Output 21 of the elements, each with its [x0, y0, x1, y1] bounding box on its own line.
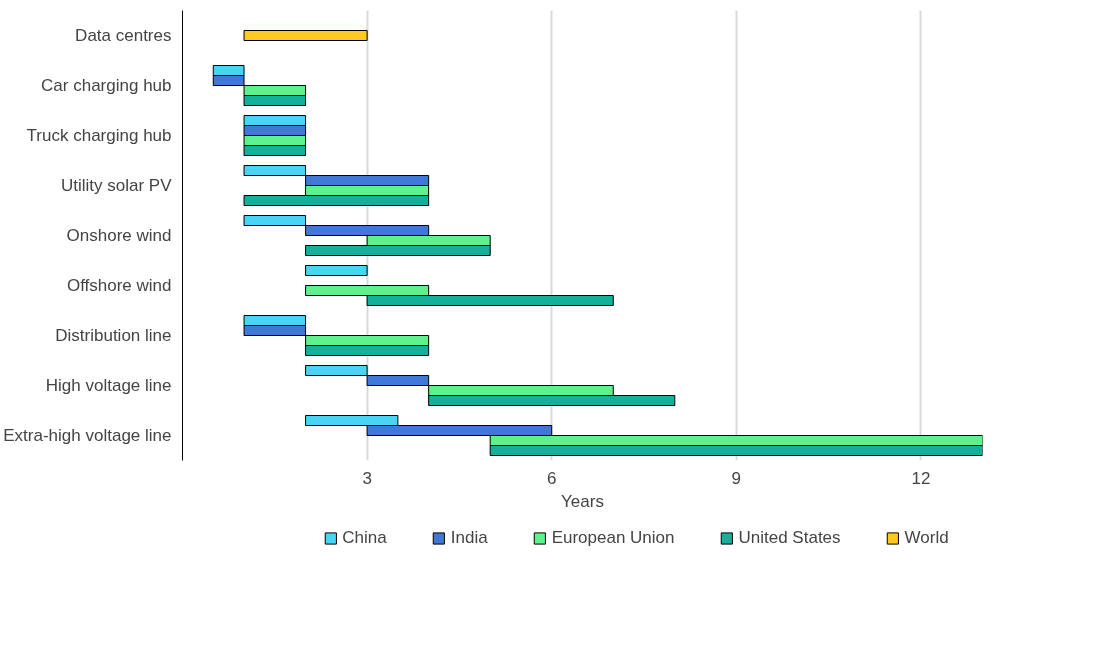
y-tick-label: Truck charging hub [26, 126, 172, 145]
legend-label: China [342, 528, 387, 548]
legend-label: India [450, 528, 488, 548]
y-tick-label: Distribution line [55, 326, 172, 345]
y-tick-label: High voltage line [45, 376, 172, 395]
x-tick-label: 6 [547, 468, 557, 488]
y-tick-label: Car charging hub [41, 76, 172, 95]
y-tick-label: Onshore wind [66, 226, 172, 245]
y-tick-label: Extra-high voltage line [3, 426, 172, 445]
bar [243, 30, 368, 41]
bar [305, 265, 368, 276]
x-axis-title: Years [561, 491, 604, 511]
x-tick-label: 12 [911, 468, 931, 488]
legend-label: United States [738, 528, 841, 548]
y-tick-label: Offshore wind [66, 276, 172, 295]
x-tick-label: 9 [731, 468, 742, 488]
x-tick-label: 3 [362, 468, 372, 488]
y-tick-label: Data centres [75, 26, 172, 45]
legend-label: European Union [551, 528, 675, 548]
y-tick-label: Utility solar PV [60, 176, 173, 195]
legend-label: World [904, 528, 949, 548]
